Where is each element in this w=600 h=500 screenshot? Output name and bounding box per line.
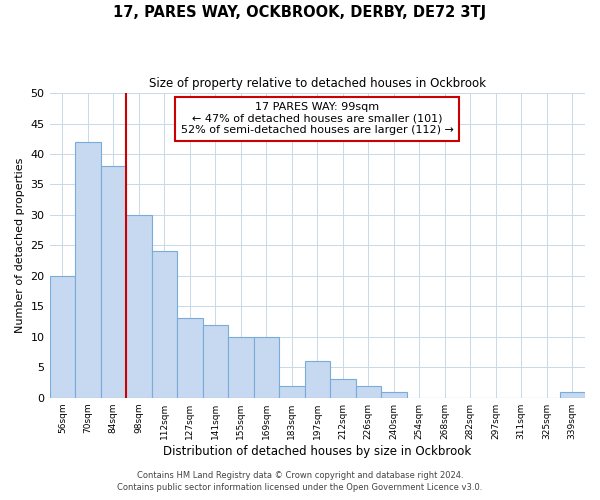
- Y-axis label: Number of detached properties: Number of detached properties: [15, 158, 25, 333]
- Text: 17 PARES WAY: 99sqm
← 47% of detached houses are smaller (101)
52% of semi-detac: 17 PARES WAY: 99sqm ← 47% of detached ho…: [181, 102, 454, 136]
- Bar: [560, 392, 585, 398]
- Text: Contains HM Land Registry data © Crown copyright and database right 2024.
Contai: Contains HM Land Registry data © Crown c…: [118, 471, 482, 492]
- Bar: [228, 337, 254, 398]
- Bar: [279, 386, 305, 398]
- Bar: [330, 380, 356, 398]
- Bar: [381, 392, 407, 398]
- Bar: [305, 361, 330, 398]
- Title: Size of property relative to detached houses in Ockbrook: Size of property relative to detached ho…: [149, 78, 486, 90]
- Bar: [126, 215, 152, 398]
- Bar: [101, 166, 126, 398]
- Text: 17, PARES WAY, OCKBROOK, DERBY, DE72 3TJ: 17, PARES WAY, OCKBROOK, DERBY, DE72 3TJ: [113, 5, 487, 20]
- Bar: [177, 318, 203, 398]
- Bar: [50, 276, 75, 398]
- Bar: [254, 337, 279, 398]
- Bar: [203, 324, 228, 398]
- Bar: [356, 386, 381, 398]
- X-axis label: Distribution of detached houses by size in Ockbrook: Distribution of detached houses by size …: [163, 444, 472, 458]
- Bar: [152, 252, 177, 398]
- Bar: [75, 142, 101, 398]
